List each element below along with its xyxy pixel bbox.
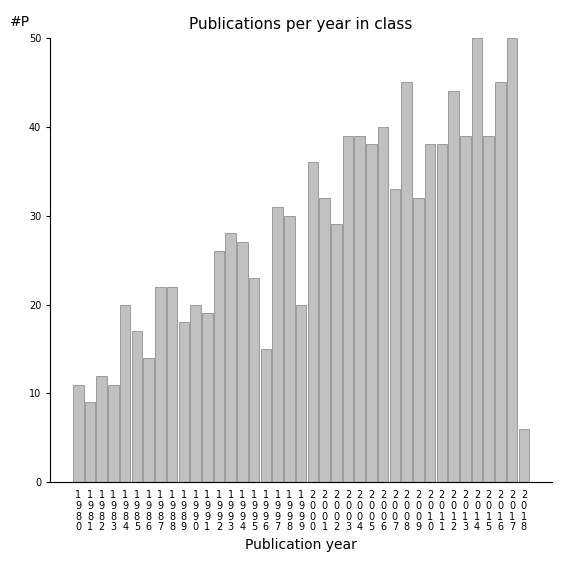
Bar — [342, 136, 353, 483]
Bar — [437, 145, 447, 483]
Bar — [307, 162, 318, 483]
Bar — [261, 349, 271, 483]
Bar — [214, 251, 225, 483]
Bar — [519, 429, 529, 483]
Bar — [143, 358, 154, 483]
Bar — [179, 322, 189, 483]
Bar — [296, 304, 306, 483]
Bar — [272, 207, 283, 483]
Bar — [401, 82, 412, 483]
Bar — [495, 82, 506, 483]
Bar — [202, 314, 213, 483]
Bar — [249, 278, 260, 483]
Bar — [460, 136, 471, 483]
Bar — [484, 136, 494, 483]
Bar — [96, 376, 107, 483]
Bar — [226, 234, 236, 483]
Title: Publications per year in class: Publications per year in class — [189, 18, 413, 32]
X-axis label: Publication year: Publication year — [245, 538, 357, 552]
Bar — [425, 145, 435, 483]
Bar — [132, 331, 142, 483]
Bar — [73, 384, 83, 483]
Bar — [284, 215, 295, 483]
Bar — [448, 91, 459, 483]
Bar — [507, 38, 518, 483]
Bar — [167, 287, 177, 483]
Text: #P: #P — [10, 15, 30, 29]
Bar — [378, 126, 388, 483]
Bar — [155, 287, 166, 483]
Bar — [120, 304, 130, 483]
Bar — [191, 304, 201, 483]
Bar — [108, 384, 119, 483]
Bar — [390, 189, 400, 483]
Bar — [366, 145, 376, 483]
Bar — [84, 403, 95, 483]
Bar — [354, 136, 365, 483]
Bar — [413, 198, 424, 483]
Bar — [319, 198, 330, 483]
Bar — [237, 242, 248, 483]
Bar — [331, 225, 341, 483]
Bar — [472, 38, 483, 483]
